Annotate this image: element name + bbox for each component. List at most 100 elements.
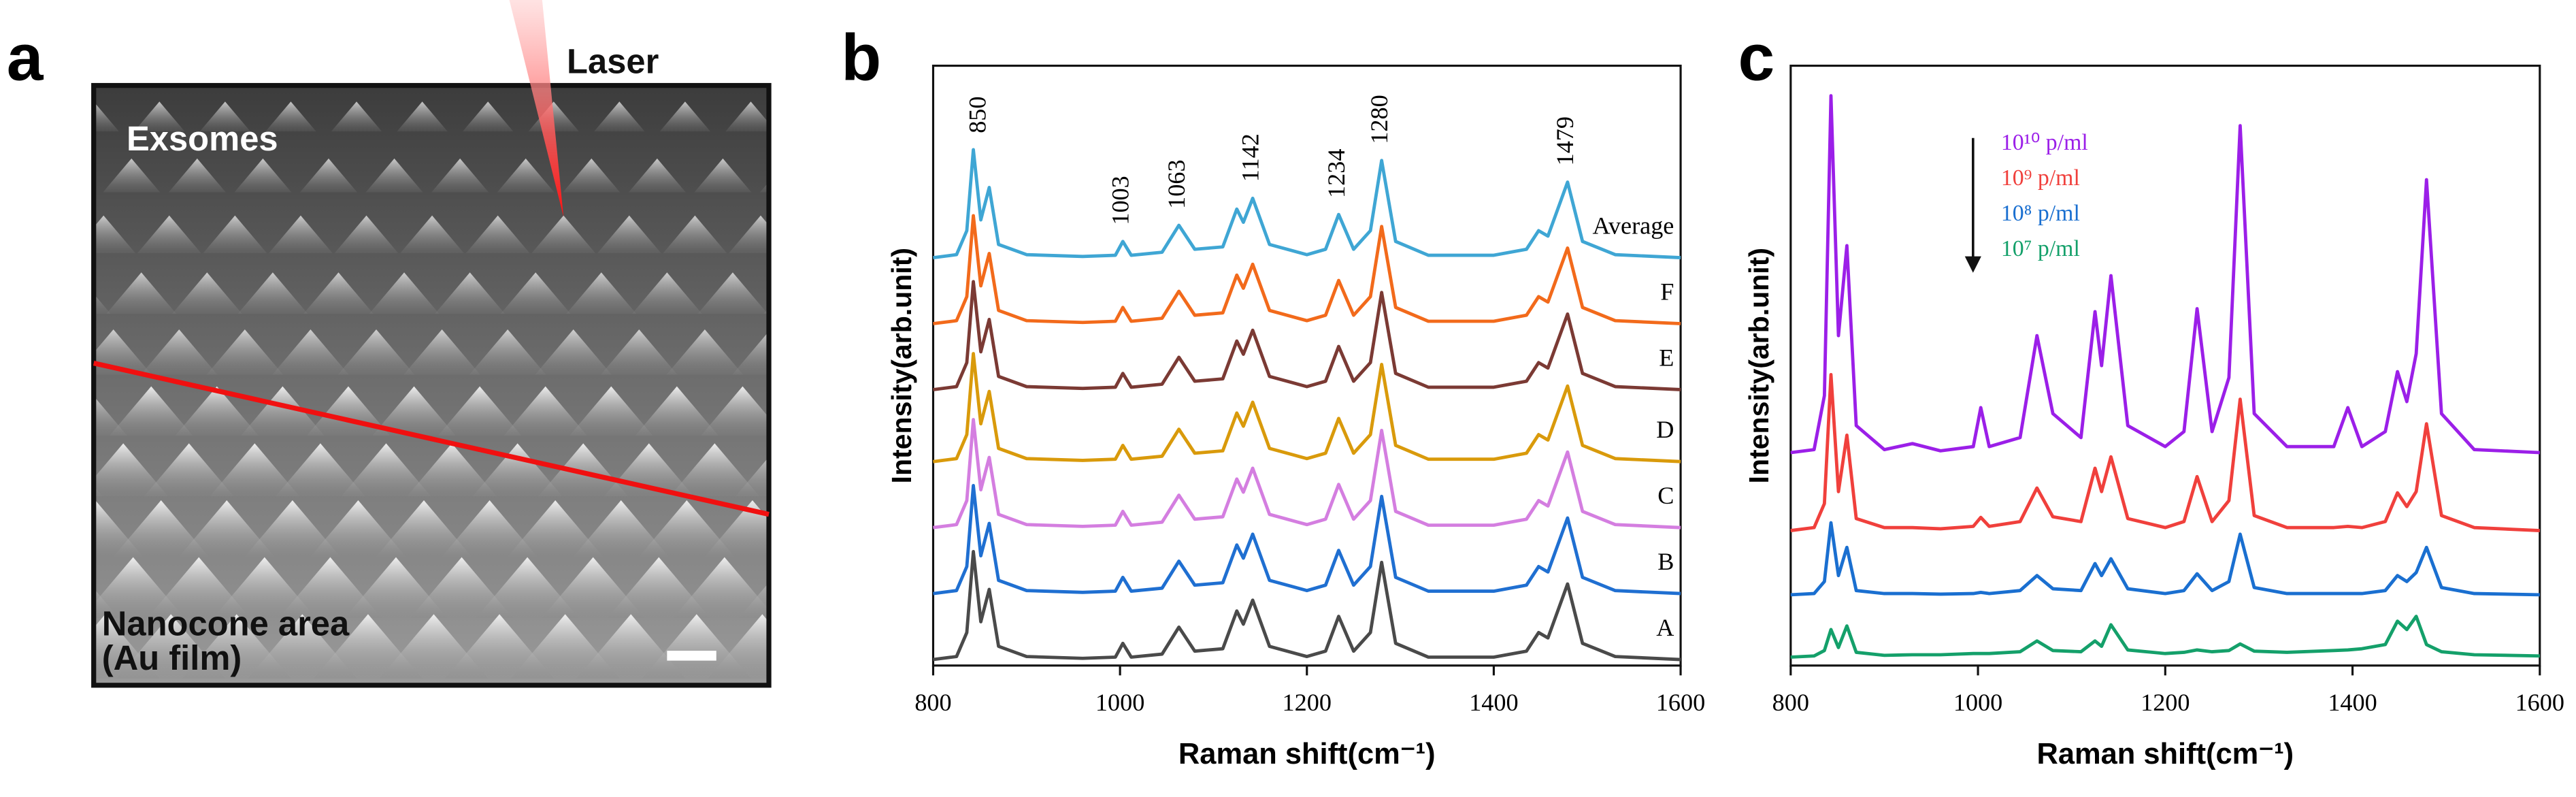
cone [334,215,399,253]
cone [805,557,908,618]
cone [531,215,595,253]
spectrum-line [1790,373,2540,532]
cone [566,272,637,314]
cone [6,216,69,253]
series-label: B [1657,548,1674,575]
cone [272,329,349,375]
legend-entry: 10¹⁰ p/ml [2001,130,2088,155]
x-tick-label: 1200 [1283,689,1332,716]
cone [435,272,506,314]
cone [770,500,866,557]
cone [303,272,374,314]
cone [110,386,193,436]
cone [791,101,842,131]
spectrum-line [1790,521,2540,597]
cone [93,329,152,375]
cone [836,500,931,557]
x-tick-label: 1000 [1953,689,2002,716]
cone [472,443,563,497]
spectrum-line [933,352,1681,463]
cone [376,500,472,557]
cone [607,557,710,618]
cone [140,329,218,375]
cone [199,101,251,132]
cone [507,500,604,557]
area-label: Nanocone area [102,604,350,643]
cone [628,158,686,193]
cone [462,101,514,132]
cone [694,158,752,193]
cone [103,158,161,193]
cone [265,101,316,132]
cone [638,500,735,557]
cone [365,158,423,193]
cone [407,443,497,497]
spectrum-line [933,148,1681,259]
cone [708,614,770,679]
cone [476,557,579,618]
x-tick-label: 1200 [2141,689,2190,716]
cone [113,500,210,557]
cone [697,272,768,314]
x-tick-label: 1000 [1095,689,1144,716]
peak-label: 1063 [1163,159,1190,208]
cone [569,386,653,436]
cone [175,386,259,436]
cone [93,486,103,497]
spectrum-line [933,214,1681,325]
legend-entry: 10⁹ p/ml [2001,165,2080,191]
cone [341,443,431,497]
series-label: A [1656,614,1674,641]
cone [369,272,440,314]
legend-entry: 10⁷ p/ml [2001,236,2080,261]
cone [438,386,522,436]
legend-arrow-head [1964,256,1981,273]
cone [538,443,629,497]
cone [635,386,719,436]
cone [344,557,448,618]
cone [826,159,883,193]
cone [725,101,770,132]
laser-label: Laser [567,42,659,81]
cone [563,158,621,193]
cone [798,329,875,375]
cone [535,329,612,375]
cone [763,307,770,314]
cone [573,500,670,557]
cone [738,582,770,618]
cone [600,329,678,375]
peak-label: 1234 [1323,149,1350,198]
cone [802,443,891,496]
x-tick-label: 1400 [1469,689,1518,716]
cone [93,191,95,193]
cone [597,215,661,253]
cone [594,101,645,132]
cone [497,158,555,193]
cone [244,500,341,557]
series-label: F [1660,278,1674,305]
cone [465,215,530,253]
cone [500,272,571,314]
cone [147,557,250,618]
peak-label: 1003 [1107,176,1134,225]
cone [241,386,325,436]
cone [795,216,858,253]
panel-label: c [1738,21,1775,94]
cone [774,614,882,679]
x-tick-label: 1600 [1656,689,1705,716]
cone [134,101,185,132]
x-tick-label: 1400 [2328,689,2377,716]
series-label: D [1656,416,1674,443]
cone [839,614,948,679]
cone [659,101,711,132]
x-axis-label: Raman shift(cm⁻¹) [1178,738,1436,770]
cone [663,215,727,253]
cone [704,500,770,557]
cone [410,557,513,618]
cone [310,500,407,557]
series-label: Average [1592,212,1674,239]
plot-frame [1789,65,2541,667]
x-tick-label: 800 [914,689,951,716]
cone [732,331,770,375]
cone [10,329,86,375]
